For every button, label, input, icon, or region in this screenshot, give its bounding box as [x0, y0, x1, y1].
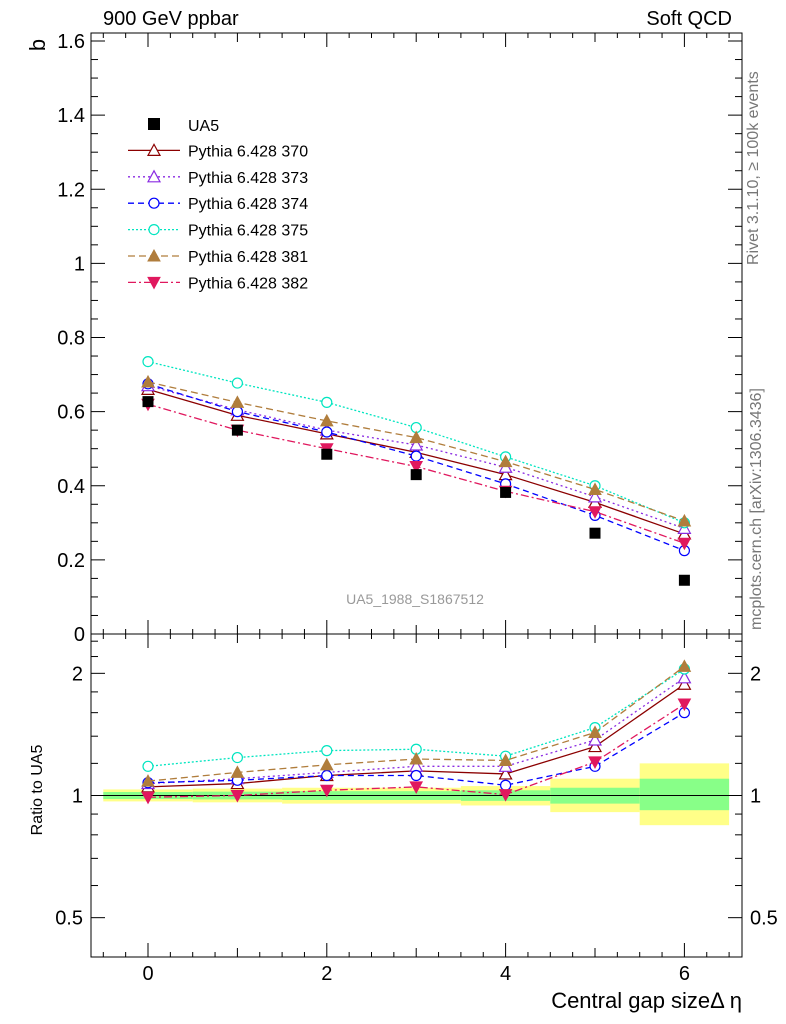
y-axis-label: b [25, 39, 50, 51]
ratio-y-tick-label: 0.5 [55, 908, 83, 930]
ua5-data-point [410, 469, 422, 481]
ratio-series-point-1 [498, 766, 513, 780]
ratio-series-point-3 [321, 769, 333, 782]
y-tick-label: 0.2 [57, 550, 85, 572]
ratio-series-point-1 [677, 676, 692, 690]
legend-label-6: Pythia 6.428 382 [188, 275, 308, 292]
ratio-series-point-6 [230, 790, 245, 803]
mc-series-point-5 [498, 454, 513, 468]
y-tick-label: 0 [74, 624, 85, 646]
mc-series-point-6 [588, 506, 602, 519]
legend-label-5: Pythia 6.428 381 [188, 249, 308, 266]
ratio-series-point-5 [677, 659, 692, 672]
x-tick-label: 2 [321, 963, 332, 985]
y-tick-label: 1.2 [57, 179, 85, 201]
ratio-series-point-6 [677, 698, 692, 712]
mc-series-point-2 [587, 489, 603, 503]
ratio-series-point-3 [410, 769, 422, 782]
y-tick-label: 1.6 [57, 31, 85, 53]
mc-series-point-2 [409, 437, 424, 451]
ua5-data-point [231, 424, 243, 436]
ratio-y-tick-label: 1 [72, 786, 83, 808]
ratio-series-point-6 [498, 789, 513, 802]
mc-series-point-3 [321, 426, 333, 438]
legend-marker-4 [148, 224, 160, 236]
legend-marker-3 [148, 197, 160, 209]
ratio-series-point-6 [141, 791, 155, 805]
y-tick-label: 0.6 [57, 402, 85, 424]
legend-label-3: Pythia 6.428 374 [188, 196, 308, 213]
ratio-y-axis-label: Ratio to UA5 [29, 745, 46, 836]
ratio-y-tick-label-right: 1 [750, 786, 761, 808]
x-axis-label: Central gap sizeΔ η [551, 988, 742, 1013]
y-tick-label: 1.4 [57, 105, 85, 127]
mc-series-point-4 [231, 377, 243, 389]
legend-label-1: Pythia 6.428 370 [188, 143, 308, 160]
mc-series-point-5 [230, 395, 245, 408]
uncertainty-band-green-6 [639, 778, 730, 811]
mc-series-point-6 [677, 537, 692, 551]
legend-label-ua5: UA5 [188, 118, 219, 135]
y-tick-label: 0.8 [57, 328, 85, 350]
mc-series-point-4 [321, 396, 333, 408]
ratio-series-point-6 [319, 784, 334, 798]
x-tick-label: 6 [679, 963, 690, 985]
legend-label-4: Pythia 6.428 375 [188, 223, 308, 240]
mc-series-point-6 [409, 460, 424, 474]
mc-series-point-3 [410, 450, 422, 462]
mc-series-point-4 [142, 355, 154, 368]
analysis-watermark: UA5_1988_S1867512 [346, 591, 484, 607]
ratio-series-point-2 [587, 732, 603, 746]
mc-series-point-5 [319, 413, 334, 427]
ratio-y-tick-label-right: 2 [750, 663, 761, 685]
ratio-series-point-5 [319, 757, 334, 771]
y-tick-label: 1 [74, 253, 85, 275]
ratio-y-tick-label: 2 [72, 663, 83, 685]
ratio-series-point-4 [142, 760, 154, 772]
y-tick-label: 0.4 [57, 476, 85, 498]
mc-series-point-5 [677, 513, 692, 527]
legend-marker-2 [146, 169, 162, 183]
ratio-series-point-6 [409, 781, 424, 794]
mc-series-point-3 [231, 406, 243, 418]
ratio-series-point-4 [321, 745, 333, 757]
ratio-y-tick-label-right: 0.5 [750, 908, 778, 930]
ua5-data-point [678, 574, 690, 586]
ratio-series-point-5 [141, 774, 155, 787]
legend-label-2: Pythia 6.428 373 [188, 170, 308, 187]
ratio-series-point-6 [588, 756, 602, 769]
ua5-data-point [142, 396, 154, 408]
header-right: Soft QCD [646, 8, 732, 30]
ratio-series-point-3 [500, 779, 512, 791]
legend-marker-ua5 [148, 118, 160, 130]
ratio-series-point-5 [498, 753, 513, 766]
mc-series-point-5 [409, 430, 424, 444]
mc-series-point-5 [141, 374, 155, 388]
x-tick-label: 0 [142, 963, 153, 985]
ratio-series-point-1 [587, 739, 603, 753]
ratio-series-point-5 [409, 751, 424, 765]
ratio-series-point-5 [588, 725, 602, 738]
legend-marker-5 [147, 248, 161, 262]
header-left: 900 GeV ppbar [103, 8, 239, 30]
ua5-data-point [500, 486, 512, 498]
legend-marker-6 [147, 276, 161, 290]
x-tick-label: 4 [500, 963, 511, 985]
ua5-data-point [589, 527, 601, 539]
ratio-series-point-4 [231, 751, 243, 764]
legend-marker-1 [146, 143, 162, 156]
ratio-series-point-5 [230, 765, 245, 778]
mc-series-point-5 [588, 482, 602, 495]
ua5-data-point [321, 448, 333, 460]
ratio-series-point-2 [677, 670, 692, 684]
